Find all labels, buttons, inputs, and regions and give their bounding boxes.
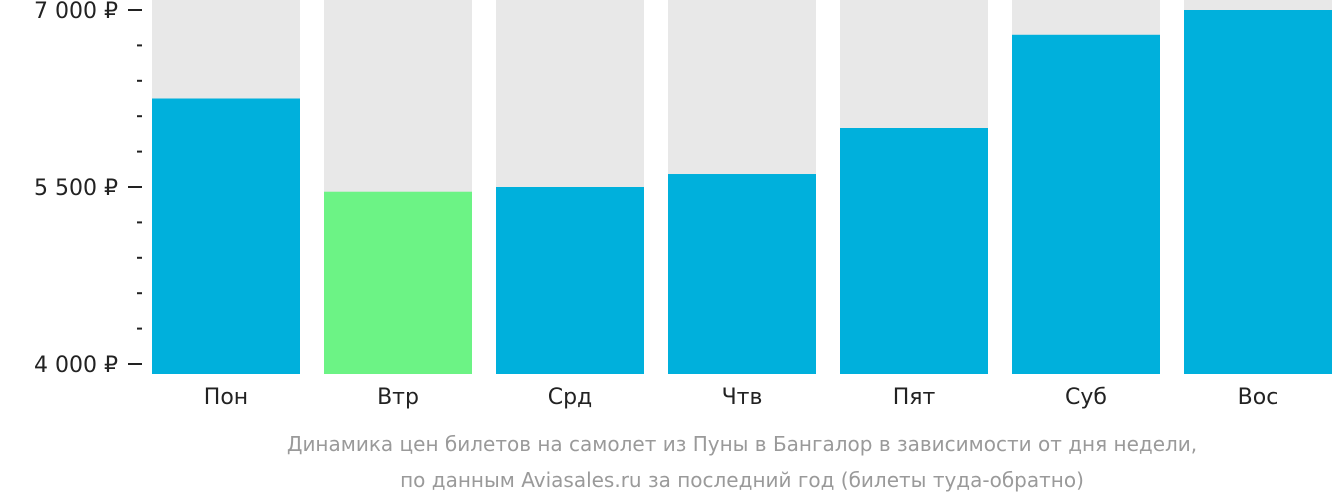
price-by-weekday-chart: 4 000 ₽ 5 500 ₽ 7 000 ₽ Пон Втр Срд Чтв Пят Суб… bbox=[34, 0, 1332, 410]
x-tick-label: Пят bbox=[893, 385, 936, 410]
x-tick-label: Вос bbox=[1238, 385, 1279, 410]
bar-cheapest bbox=[324, 191, 472, 374]
bar bbox=[496, 187, 644, 374]
y-tick-label: 4 000 ₽ bbox=[34, 353, 118, 378]
y-tick-label: 5 500 ₽ bbox=[34, 176, 118, 201]
bar bbox=[840, 128, 988, 374]
x-tick-label: Чтв bbox=[722, 385, 763, 410]
bar bbox=[152, 98, 300, 374]
chart-caption-line-2: по данным Aviasales.ru за последний год … bbox=[400, 468, 1084, 492]
bar bbox=[1012, 34, 1160, 374]
x-tick-label: Втр bbox=[377, 385, 419, 410]
chart-caption-line-1: Динамика цен билетов на самолет из Пуны … bbox=[286, 432, 1198, 456]
bar bbox=[1184, 10, 1332, 374]
bar bbox=[668, 174, 816, 374]
x-tick-label: Суб bbox=[1065, 385, 1107, 410]
bars bbox=[152, 10, 1332, 374]
y-tick-label: 7 000 ₽ bbox=[34, 0, 118, 24]
x-tick-label: Срд bbox=[548, 385, 593, 410]
x-tick-label: Пон bbox=[204, 385, 248, 410]
x-axis: Пон Втр Срд Чтв Пят Суб Вос bbox=[204, 385, 1279, 410]
y-axis: 4 000 ₽ 5 500 ₽ 7 000 ₽ bbox=[34, 0, 142, 378]
